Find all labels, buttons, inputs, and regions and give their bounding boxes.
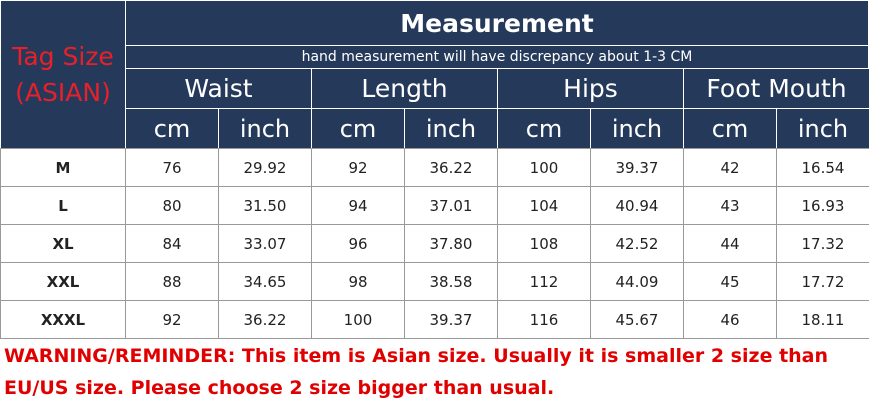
value-cell: 17.32 bbox=[776, 224, 869, 263]
value-cell: 46 bbox=[683, 300, 777, 339]
note: hand measurement will have discrepancy a… bbox=[125, 45, 869, 69]
value-cell: 108 bbox=[497, 224, 591, 263]
unit-header: cm bbox=[497, 108, 591, 149]
value-cell: 37.80 bbox=[404, 224, 498, 263]
value-cell: 94 bbox=[311, 186, 405, 225]
value-cell: 45.67 bbox=[590, 300, 684, 339]
size-cell: M bbox=[0, 148, 126, 187]
value-cell: 34.65 bbox=[218, 262, 312, 301]
value-cell: 100 bbox=[497, 148, 591, 187]
size-cell: XXXL bbox=[0, 300, 126, 339]
value-cell: 17.72 bbox=[776, 262, 869, 301]
size-cell: XXL bbox=[0, 262, 126, 301]
value-cell: 84 bbox=[125, 224, 219, 263]
value-cell: 98 bbox=[311, 262, 405, 301]
value-cell: 39.37 bbox=[590, 148, 684, 187]
value-cell: 33.07 bbox=[218, 224, 312, 263]
tag-size-line: Tag Size bbox=[12, 41, 114, 71]
value-cell: 29.92 bbox=[218, 148, 312, 187]
tag-size-header: Tag Size (ASIAN) bbox=[0, 0, 126, 149]
unit-header: inch bbox=[404, 108, 498, 149]
value-cell: 80 bbox=[125, 186, 219, 225]
value-cell: 16.93 bbox=[776, 186, 869, 225]
value-cell: 39.37 bbox=[404, 300, 498, 339]
value-cell: 92 bbox=[125, 300, 219, 339]
unit-header: cm bbox=[311, 108, 405, 149]
unit-header: inch bbox=[218, 108, 312, 149]
value-cell: 31.50 bbox=[218, 186, 312, 225]
group-header: Waist bbox=[125, 68, 312, 109]
value-cell: 37.01 bbox=[404, 186, 498, 225]
value-cell: 42.52 bbox=[590, 224, 684, 263]
title: Measurement bbox=[125, 0, 869, 46]
value-cell: 88 bbox=[125, 262, 219, 301]
value-cell: 16.54 bbox=[776, 148, 869, 187]
value-cell: 116 bbox=[497, 300, 591, 339]
unit-header: cm bbox=[683, 108, 777, 149]
value-cell: 38.58 bbox=[404, 262, 498, 301]
value-cell: 104 bbox=[497, 186, 591, 225]
value-cell: 42 bbox=[683, 148, 777, 187]
value-cell: 43 bbox=[683, 186, 777, 225]
value-cell: 100 bbox=[311, 300, 405, 339]
value-cell: 45 bbox=[683, 262, 777, 301]
value-cell: 18.11 bbox=[776, 300, 869, 339]
value-cell: 92 bbox=[311, 148, 405, 187]
unit-header: cm bbox=[125, 108, 219, 149]
size-cell: L bbox=[0, 186, 126, 225]
unit-header: inch bbox=[590, 108, 684, 149]
tag-size-line: (ASIAN) bbox=[15, 77, 111, 107]
value-cell: 36.22 bbox=[404, 148, 498, 187]
value-cell: 96 bbox=[311, 224, 405, 263]
value-cell: 112 bbox=[497, 262, 591, 301]
group-header: Foot Mouth bbox=[683, 68, 869, 109]
group-header: Length bbox=[311, 68, 498, 109]
unit-header: inch bbox=[776, 108, 869, 149]
value-cell: 44.09 bbox=[590, 262, 684, 301]
value-cell: 76 bbox=[125, 148, 219, 187]
value-cell: 40.94 bbox=[590, 186, 684, 225]
size-cell: XL bbox=[0, 224, 126, 263]
value-cell: 36.22 bbox=[218, 300, 312, 339]
value-cell: 44 bbox=[683, 224, 777, 263]
group-header: Hips bbox=[497, 68, 684, 109]
warning: WARNING/REMINDER: This item is Asian siz… bbox=[4, 345, 829, 399]
